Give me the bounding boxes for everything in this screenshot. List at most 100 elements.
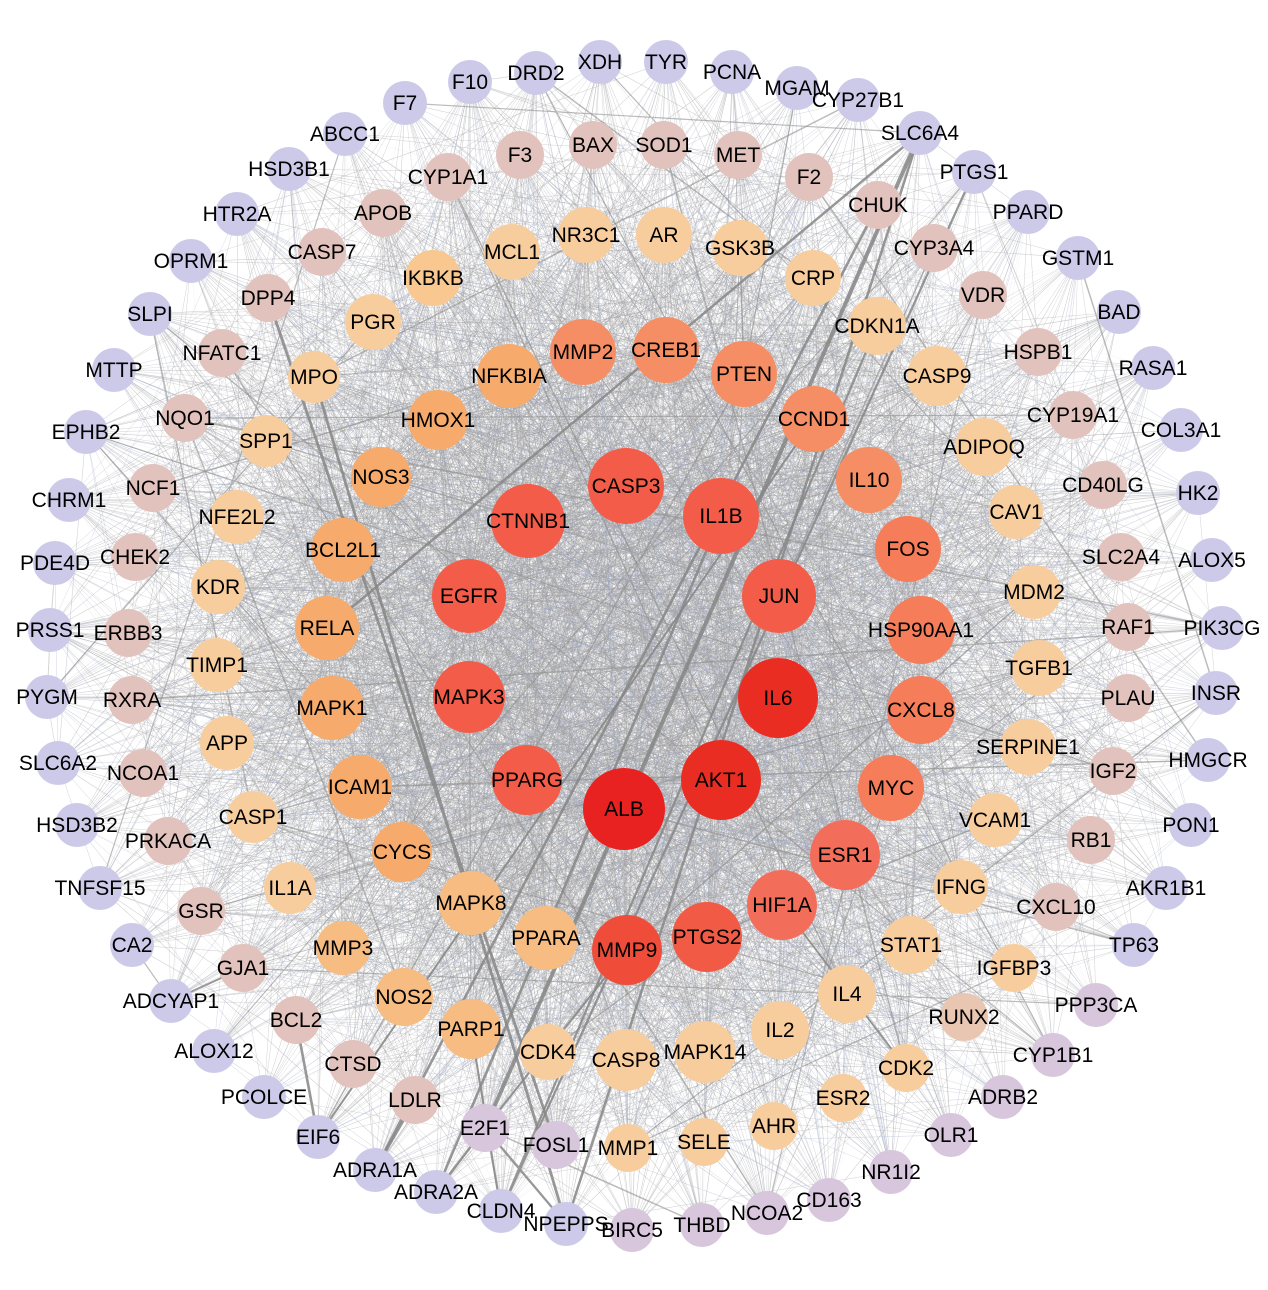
svg-text:MET: MET [716, 144, 761, 167]
svg-text:ERBB3: ERBB3 [94, 622, 163, 645]
svg-text:ALOX12: ALOX12 [174, 1040, 253, 1063]
svg-text:CASP9: CASP9 [903, 365, 972, 388]
svg-text:CXCL8: CXCL8 [887, 699, 955, 722]
svg-text:NCOA1: NCOA1 [107, 762, 179, 785]
svg-text:KDR: KDR [196, 576, 240, 599]
svg-text:CD163: CD163 [796, 1189, 861, 1212]
svg-text:PPP3CA: PPP3CA [1055, 994, 1138, 1017]
svg-text:MPO: MPO [290, 366, 338, 389]
svg-text:SPP1: SPP1 [239, 430, 293, 453]
svg-text:CYP1B1: CYP1B1 [1013, 1044, 1094, 1067]
svg-text:VDR: VDR [961, 284, 1005, 307]
svg-text:CDK4: CDK4 [520, 1041, 576, 1064]
svg-text:MCL1: MCL1 [484, 241, 540, 264]
svg-text:AKT1: AKT1 [695, 769, 748, 792]
svg-text:RB1: RB1 [1071, 829, 1112, 852]
svg-text:GSTM1: GSTM1 [1042, 247, 1114, 270]
svg-text:MMP2: MMP2 [553, 341, 614, 364]
svg-text:DPP4: DPP4 [241, 287, 296, 310]
svg-text:BAD: BAD [1097, 301, 1140, 324]
svg-text:RUNX2: RUNX2 [928, 1006, 999, 1029]
svg-text:IKBKB: IKBKB [402, 267, 464, 290]
svg-text:CLDN4: CLDN4 [467, 1200, 536, 1223]
svg-text:PCNA: PCNA [703, 61, 761, 84]
svg-text:CXCL10: CXCL10 [1016, 896, 1095, 919]
svg-text:AR: AR [649, 224, 678, 247]
svg-text:CASP8: CASP8 [592, 1049, 661, 1072]
svg-text:TYR: TYR [645, 51, 687, 74]
svg-text:RELA: RELA [300, 617, 355, 640]
svg-text:IL10: IL10 [849, 469, 890, 492]
svg-text:CHUK: CHUK [848, 194, 908, 217]
svg-text:MAPK14: MAPK14 [664, 1041, 747, 1064]
svg-text:PPARG: PPARG [491, 769, 563, 792]
svg-text:PRKACA: PRKACA [125, 830, 211, 853]
svg-text:PPARA: PPARA [511, 927, 581, 950]
svg-text:F3: F3 [508, 144, 533, 167]
svg-text:HSP90AA1: HSP90AA1 [868, 619, 974, 642]
svg-text:GSK3B: GSK3B [705, 237, 775, 260]
svg-text:NOS2: NOS2 [375, 986, 432, 1009]
svg-text:NCOA2: NCOA2 [731, 1202, 803, 1225]
svg-text:PDE4D: PDE4D [20, 552, 90, 575]
svg-text:CHEK2: CHEK2 [100, 546, 170, 569]
svg-text:RAF1: RAF1 [1101, 616, 1155, 639]
svg-text:CD40LG: CD40LG [1062, 474, 1144, 497]
svg-text:RXRA: RXRA [103, 689, 161, 712]
svg-text:TIMP1: TIMP1 [186, 654, 248, 677]
svg-text:CRP: CRP [791, 267, 835, 290]
svg-text:JUN: JUN [759, 585, 800, 608]
svg-text:TP63: TP63 [1109, 934, 1159, 957]
svg-text:MDM2: MDM2 [1003, 581, 1065, 604]
svg-text:ALB: ALB [604, 798, 644, 821]
svg-text:IL6: IL6 [763, 687, 792, 710]
svg-text:EPHB2: EPHB2 [52, 421, 121, 444]
svg-text:CYP1A1: CYP1A1 [408, 166, 489, 189]
svg-text:NCF1: NCF1 [126, 477, 181, 500]
svg-text:PARP1: PARP1 [437, 1018, 504, 1041]
svg-text:CREB1: CREB1 [631, 339, 701, 362]
svg-text:CCND1: CCND1 [778, 408, 850, 431]
svg-text:STAT1: STAT1 [880, 934, 942, 957]
svg-text:BCL2: BCL2 [270, 1009, 323, 1032]
svg-text:F10: F10 [452, 71, 488, 94]
svg-text:GSR: GSR [178, 900, 224, 923]
svg-text:IGF2: IGF2 [1090, 760, 1137, 783]
svg-text:CASP1: CASP1 [219, 806, 288, 829]
svg-text:APOB: APOB [354, 202, 412, 225]
svg-text:IL1A: IL1A [268, 877, 311, 900]
svg-text:PPARD: PPARD [993, 201, 1064, 224]
svg-text:NFKBIA: NFKBIA [471, 365, 547, 388]
svg-text:BCL2L1: BCL2L1 [305, 539, 381, 562]
svg-text:IGFBP3: IGFBP3 [977, 957, 1052, 980]
svg-text:HTR2A: HTR2A [203, 203, 272, 226]
svg-text:THBD: THBD [673, 1214, 730, 1237]
svg-text:CTNNB1: CTNNB1 [486, 510, 570, 533]
svg-text:INSR: INSR [1191, 682, 1241, 705]
svg-text:ADCYAP1: ADCYAP1 [123, 990, 219, 1013]
svg-text:SOD1: SOD1 [635, 134, 692, 157]
svg-text:ESR1: ESR1 [818, 844, 873, 867]
svg-text:LDLR: LDLR [388, 1089, 442, 1112]
svg-text:NR1I2: NR1I2 [861, 1161, 921, 1184]
svg-text:MMP1: MMP1 [598, 1137, 659, 1160]
svg-text:MGAM: MGAM [764, 77, 829, 100]
svg-text:ESR2: ESR2 [816, 1087, 871, 1110]
svg-text:EGFR: EGFR [440, 585, 498, 608]
svg-text:RASA1: RASA1 [1119, 357, 1188, 380]
svg-text:BAX: BAX [572, 134, 614, 157]
svg-text:CAV1: CAV1 [989, 501, 1042, 524]
svg-text:PCOLCE: PCOLCE [221, 1086, 307, 1109]
svg-text:NR3C1: NR3C1 [552, 224, 621, 247]
svg-text:ICAM1: ICAM1 [328, 776, 392, 799]
svg-text:NFATC1: NFATC1 [183, 342, 262, 365]
svg-text:SLC6A4: SLC6A4 [881, 122, 960, 145]
svg-text:CHRM1: CHRM1 [32, 489, 107, 512]
svg-text:ADRA2A: ADRA2A [394, 1181, 478, 1204]
svg-text:NFE2L2: NFE2L2 [198, 506, 275, 529]
svg-text:PTEN: PTEN [716, 363, 772, 386]
svg-text:MAPK1: MAPK1 [296, 697, 367, 720]
svg-text:MTTP: MTTP [85, 359, 142, 382]
svg-text:PON1: PON1 [1162, 814, 1219, 837]
svg-text:CDKN1A: CDKN1A [834, 315, 919, 338]
